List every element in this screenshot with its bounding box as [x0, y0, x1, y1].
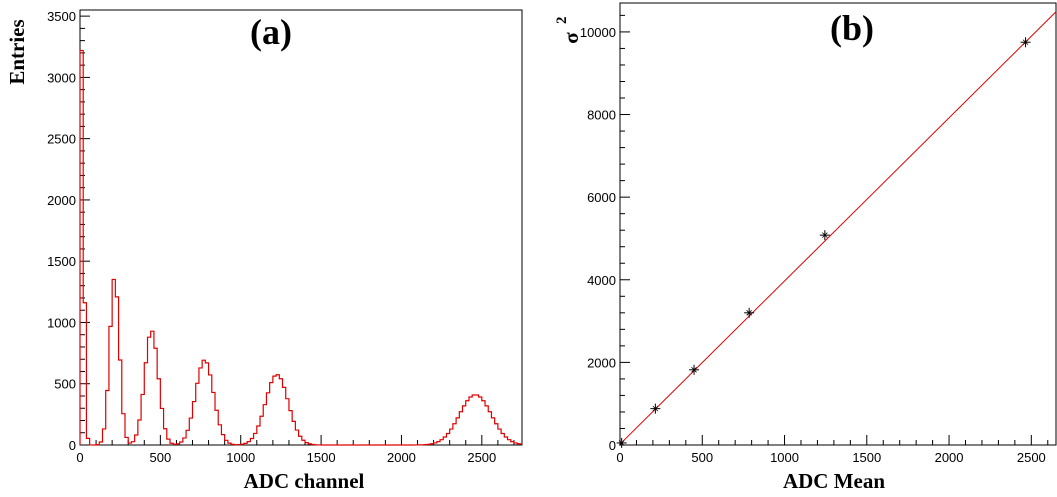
panel-a-y-tick-label: 2000 [47, 193, 76, 208]
panel-b-y-tick-label: 0 [609, 438, 616, 453]
panel-b-fit-line [620, 12, 1056, 444]
panel-a-y-tick-label: 500 [54, 377, 76, 392]
panel-b-data-point [689, 365, 699, 375]
panel-b-y-axis-title: σ 2 [554, 17, 583, 44]
panel-a-y-tick-label: 3500 [47, 9, 76, 24]
panel-a-y-tick-label: 1000 [47, 315, 76, 330]
panel-a-x-tick-label: 1000 [226, 450, 255, 465]
panel-b-tag: (b) [830, 8, 874, 48]
panel-a-y-tick-label: 2500 [47, 132, 76, 147]
panel-b-x-tick-label: 1500 [852, 450, 881, 465]
panel-a-y-tick-label: 1500 [47, 254, 76, 269]
panel-b-x-tick-label: 2500 [1017, 450, 1046, 465]
panel-a-ticks [80, 16, 514, 445]
panel-b-y-tick-label: 4000 [587, 273, 616, 288]
panel-a-x-tick-label: 0 [76, 450, 83, 465]
panel-a-tick-labels: 0 500 1000 1500 2000 2500 0 500 1000 1500 2000 2500… [47, 9, 496, 465]
panel-a-x-tick-label: 1500 [307, 450, 336, 465]
panel-b-y-axis-symbol: σ [559, 32, 583, 44]
panel-b-data-point [744, 308, 754, 318]
panel-b-y-tick-label: 8000 [587, 108, 616, 123]
panel-b-y-tick-label: 6000 [587, 190, 616, 205]
panel-a-y-axis-title: Entries [5, 19, 29, 84]
panel-b-x-axis-title: ADC Mean [783, 469, 885, 493]
panel-b-y-tick-label: 10000 [580, 25, 616, 40]
panel-a-x-axis-title: ADC channel [244, 469, 365, 493]
panel-b-data-point [820, 230, 830, 240]
panel-a-histogram-line [80, 50, 522, 445]
panel-b-x-tick-label: 2000 [935, 450, 964, 465]
panel-a-x-tick-label: 2000 [387, 450, 416, 465]
panel-a-plot-frame [80, 10, 522, 445]
panel-b-x-tick-label: 0 [616, 450, 623, 465]
panel-b-scatter: 0 500 1000 1500 2000 2500 0 2000 4000 6000 8000 100… [554, 3, 1056, 493]
panel-a-x-tick-label: 500 [150, 450, 172, 465]
panel-a-histogram: 0 500 1000 1500 2000 2500 0 500 1000 1500 2000 2500… [5, 9, 522, 493]
panel-b-y-tick-label: 2000 [587, 355, 616, 370]
panel-b-y-axis-superscript: 2 [554, 17, 570, 25]
panel-a-tag: (a) [250, 12, 292, 52]
panel-b-x-tick-label: 1000 [770, 450, 799, 465]
panel-b-x-tick-label: 500 [691, 450, 713, 465]
panel-a-y-tick-label: 3000 [47, 70, 76, 85]
panel-a-y-tick-label: 0 [69, 438, 76, 453]
panel-a-x-tick-label: 2500 [467, 450, 496, 465]
